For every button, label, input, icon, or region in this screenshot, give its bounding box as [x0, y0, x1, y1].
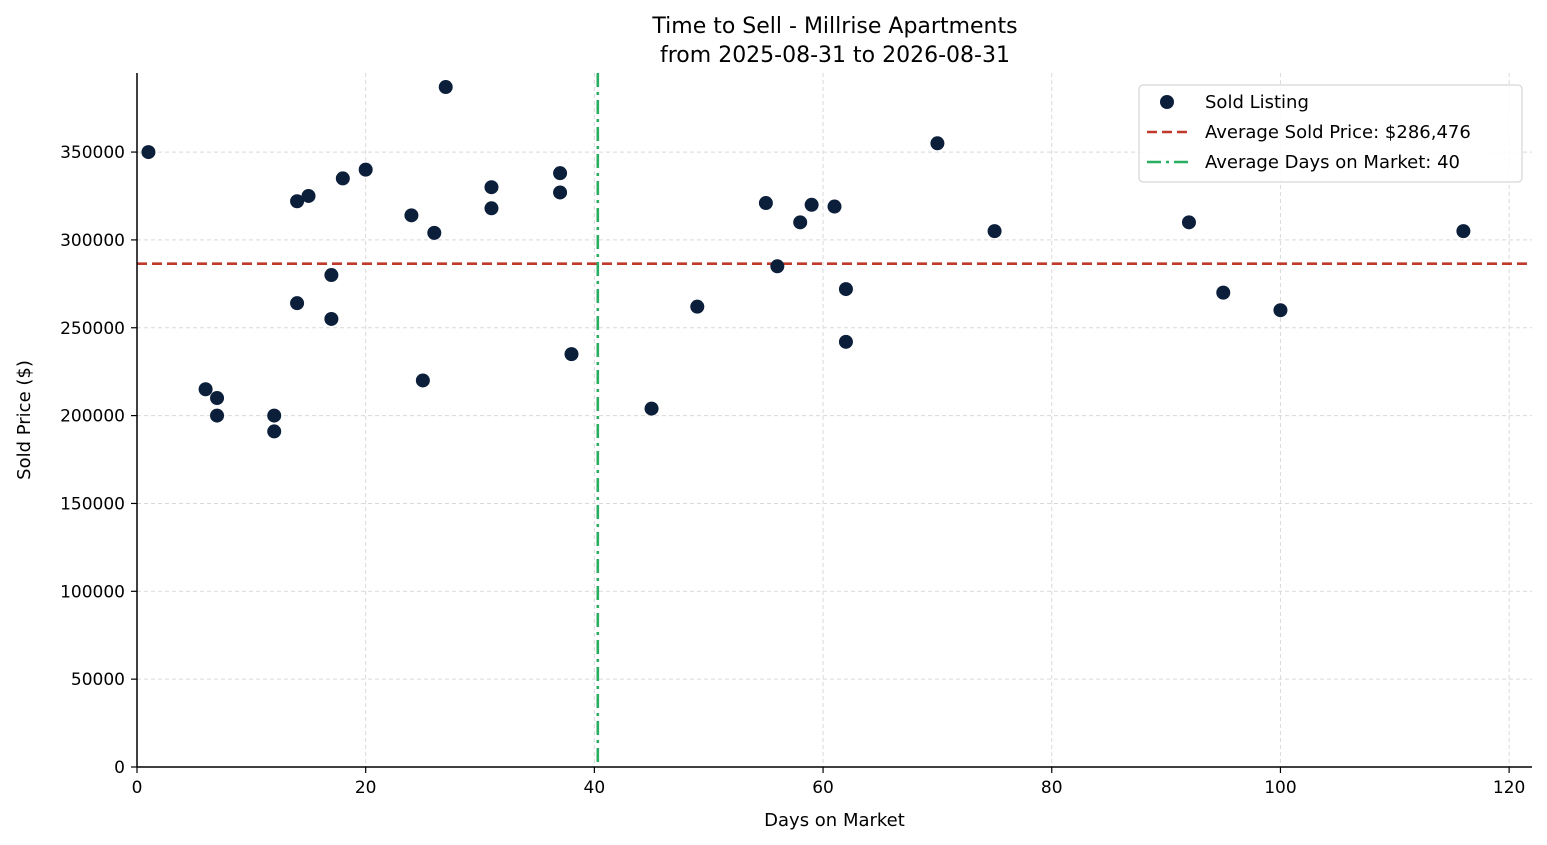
legend-label-sold-listing: Sold Listing — [1205, 92, 1309, 113]
y-tick-label-50000: 50000 — [71, 670, 125, 690]
data-point-8 — [301, 188, 316, 203]
legend-label-average-days: Average Days on Market: 40 — [1205, 152, 1460, 173]
data-point-9 — [324, 268, 339, 283]
y-tick-label-250000: 250000 — [60, 319, 125, 339]
data-point-2 — [210, 391, 225, 406]
tick-labels: 0 20 40 60 80 100 120 0 50000 100000 150000 200000 2… — [60, 143, 1525, 798]
scatter-points — [141, 80, 1471, 439]
x-tick-label-120: 120 — [1493, 778, 1525, 798]
data-point-18 — [484, 201, 499, 216]
x-tick-label-0: 0 — [132, 778, 143, 798]
y-tick-label-300000: 300000 — [60, 231, 125, 251]
legend-label-average-price: Average Sold Price: $286,476 — [1205, 122, 1471, 143]
chart-title: Time to Sell - Millrise Apartments — [651, 14, 1017, 39]
data-point-23 — [690, 299, 705, 314]
x-tick-label-40: 40 — [584, 778, 606, 798]
data-point-11 — [335, 171, 350, 186]
data-point-1 — [198, 382, 213, 397]
legend: Sold Listing Average Sold Price: $286,47… — [1138, 84, 1523, 183]
data-point-21 — [564, 347, 579, 362]
data-point-7 — [290, 296, 305, 311]
data-point-24 — [758, 196, 773, 211]
y-tick-label-150000: 150000 — [60, 494, 125, 514]
legend-box — [1138, 84, 1523, 183]
y-tick-label-350000: 350000 — [60, 143, 125, 163]
data-point-31 — [930, 136, 945, 151]
chart-subtitle: from 2025-08-31 to 2026-08-31 — [660, 43, 1010, 68]
y-tick-label-0: 0 — [114, 758, 125, 778]
data-point-5 — [267, 424, 282, 439]
data-point-25 — [770, 259, 785, 274]
data-point-22 — [644, 401, 659, 416]
data-point-29 — [838, 282, 853, 297]
data-point-20 — [553, 185, 568, 200]
data-point-0 — [141, 145, 156, 160]
y-axis-label: Sold Price ($) — [14, 360, 35, 480]
reference-lines — [137, 73, 1532, 767]
data-point-10 — [324, 311, 339, 326]
data-point-33 — [1181, 215, 1196, 230]
data-point-19 — [553, 166, 568, 181]
data-point-16 — [438, 80, 453, 95]
x-tick-label-60: 60 — [812, 778, 834, 798]
data-point-36 — [1456, 224, 1471, 239]
x-tick-label-100: 100 — [1264, 778, 1296, 798]
data-point-6 — [290, 194, 305, 209]
data-point-4 — [267, 408, 282, 423]
legend-marker-sold-listing — [1160, 95, 1174, 109]
data-point-26 — [793, 215, 808, 230]
data-point-13 — [404, 208, 419, 223]
data-point-28 — [827, 199, 842, 214]
data-point-32 — [987, 224, 1002, 239]
data-point-35 — [1273, 303, 1288, 318]
x-tick-label-80: 80 — [1041, 778, 1063, 798]
data-point-34 — [1216, 285, 1231, 300]
data-point-15 — [427, 225, 442, 240]
x-axis-label: Days on Market — [764, 810, 905, 831]
data-point-12 — [358, 162, 373, 177]
y-tick-label-100000: 100000 — [60, 582, 125, 602]
data-point-27 — [804, 197, 819, 212]
data-point-14 — [415, 373, 430, 388]
axes — [131, 73, 1532, 773]
data-point-17 — [484, 180, 499, 195]
y-tick-label-200000: 200000 — [60, 407, 125, 427]
data-point-30 — [838, 334, 853, 349]
data-point-3 — [210, 408, 225, 423]
x-tick-label-20: 20 — [355, 778, 377, 798]
